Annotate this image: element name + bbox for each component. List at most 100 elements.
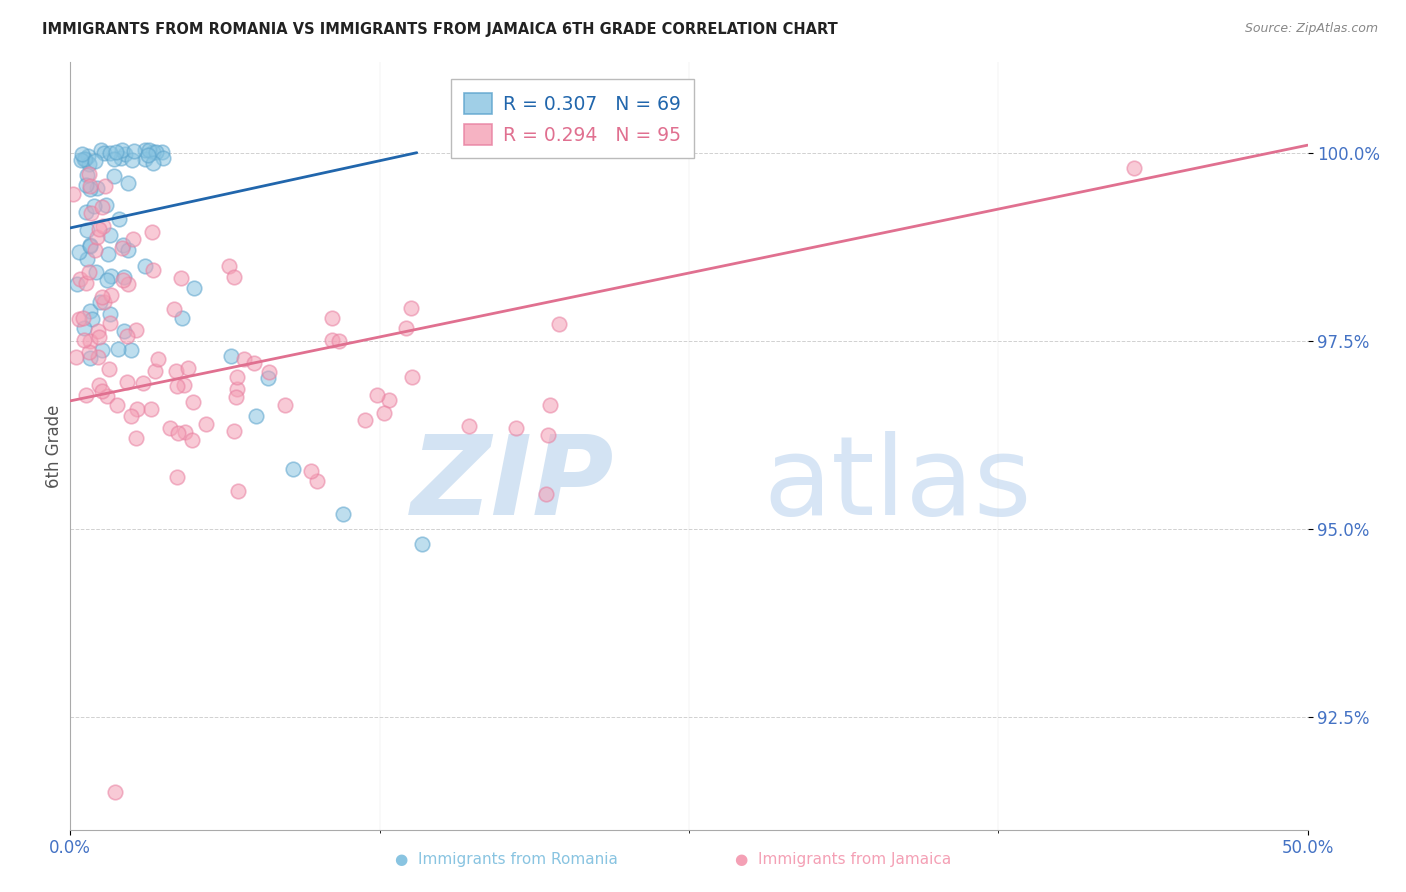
Point [170, 270, 193, 285]
Point [134, 143, 156, 157]
Point [112, 269, 135, 284]
Point [121, 153, 143, 168]
Point [70, 147, 93, 161]
Point [366, 388, 388, 402]
Point [96, 273, 118, 287]
Point [105, 398, 128, 412]
Point [103, 152, 125, 166]
Point [141, 226, 163, 240]
Point [395, 321, 418, 335]
Point [180, 434, 202, 448]
Point [75, 205, 97, 219]
Point [112, 324, 135, 338]
Point [98, 307, 121, 321]
Point [145, 145, 167, 160]
Point [110, 151, 132, 165]
Point [142, 145, 165, 160]
Point [91, 219, 114, 233]
Point [86, 181, 108, 195]
Point [79, 179, 101, 194]
Point [225, 370, 247, 384]
Point [100, 287, 122, 301]
Y-axis label: 6th Grade: 6th Grade [45, 404, 63, 488]
Point [125, 431, 148, 445]
Point [100, 268, 122, 283]
Point [117, 243, 139, 257]
Text: ●  Immigrants from Romania: ● Immigrants from Romania [395, 852, 617, 867]
Text: atlas: atlas [763, 431, 1032, 538]
Point [79, 238, 101, 252]
Point [332, 507, 354, 521]
Point [122, 232, 145, 246]
Point [70, 153, 93, 168]
Point [117, 329, 139, 343]
Point [136, 147, 159, 161]
Point [79, 265, 101, 279]
Point [89, 294, 111, 309]
Point [143, 364, 166, 378]
Point [134, 259, 156, 273]
Point [138, 143, 160, 157]
Point [96, 389, 118, 403]
Point [274, 397, 297, 411]
Point [142, 156, 165, 170]
Point [117, 277, 139, 292]
Point [166, 379, 188, 393]
Point [93, 295, 115, 310]
Point [76, 252, 98, 267]
Point [166, 426, 188, 441]
Point [537, 427, 560, 442]
Point [373, 406, 395, 420]
Point [159, 421, 181, 435]
Point [321, 311, 343, 326]
Point [150, 145, 173, 160]
Point [77, 148, 100, 162]
Point [108, 212, 131, 227]
Point [353, 412, 375, 426]
Point [139, 401, 162, 416]
Point [98, 228, 121, 243]
Point [547, 317, 569, 331]
Point [83, 154, 105, 169]
Point [183, 281, 205, 295]
Point [77, 167, 100, 181]
Point [72, 311, 94, 326]
Point [378, 392, 401, 407]
Point [174, 425, 197, 439]
Point [124, 145, 146, 159]
Point [84, 243, 107, 257]
Point [80, 206, 103, 220]
Point [538, 398, 561, 412]
Point [79, 239, 101, 253]
Point [72, 320, 94, 334]
Point [79, 345, 101, 359]
Point [98, 146, 121, 161]
Point [165, 364, 187, 378]
Point [94, 179, 117, 194]
Point [100, 316, 122, 330]
Point [94, 197, 117, 211]
Point [166, 470, 188, 484]
Point [114, 147, 136, 161]
Point [225, 383, 247, 397]
Point [105, 145, 128, 159]
Point [87, 330, 110, 344]
Point [536, 487, 558, 501]
Point [75, 178, 97, 193]
Point [98, 361, 121, 376]
Point [170, 311, 193, 326]
Point [411, 537, 433, 551]
Point [257, 371, 280, 385]
Point [281, 461, 304, 475]
Point [142, 262, 165, 277]
Point [111, 237, 134, 252]
Point [91, 200, 114, 214]
Point [307, 474, 329, 488]
Text: IMMIGRANTS FROM ROMANIA VS IMMIGRANTS FROM JAMAICA 6TH GRADE CORRELATION CHART: IMMIGRANTS FROM ROMANIA VS IMMIGRANTS FR… [42, 22, 838, 37]
Point [79, 351, 101, 365]
Point [458, 418, 481, 433]
Point [93, 146, 115, 161]
Point [245, 409, 267, 423]
Point [125, 323, 148, 337]
Point [505, 421, 527, 435]
